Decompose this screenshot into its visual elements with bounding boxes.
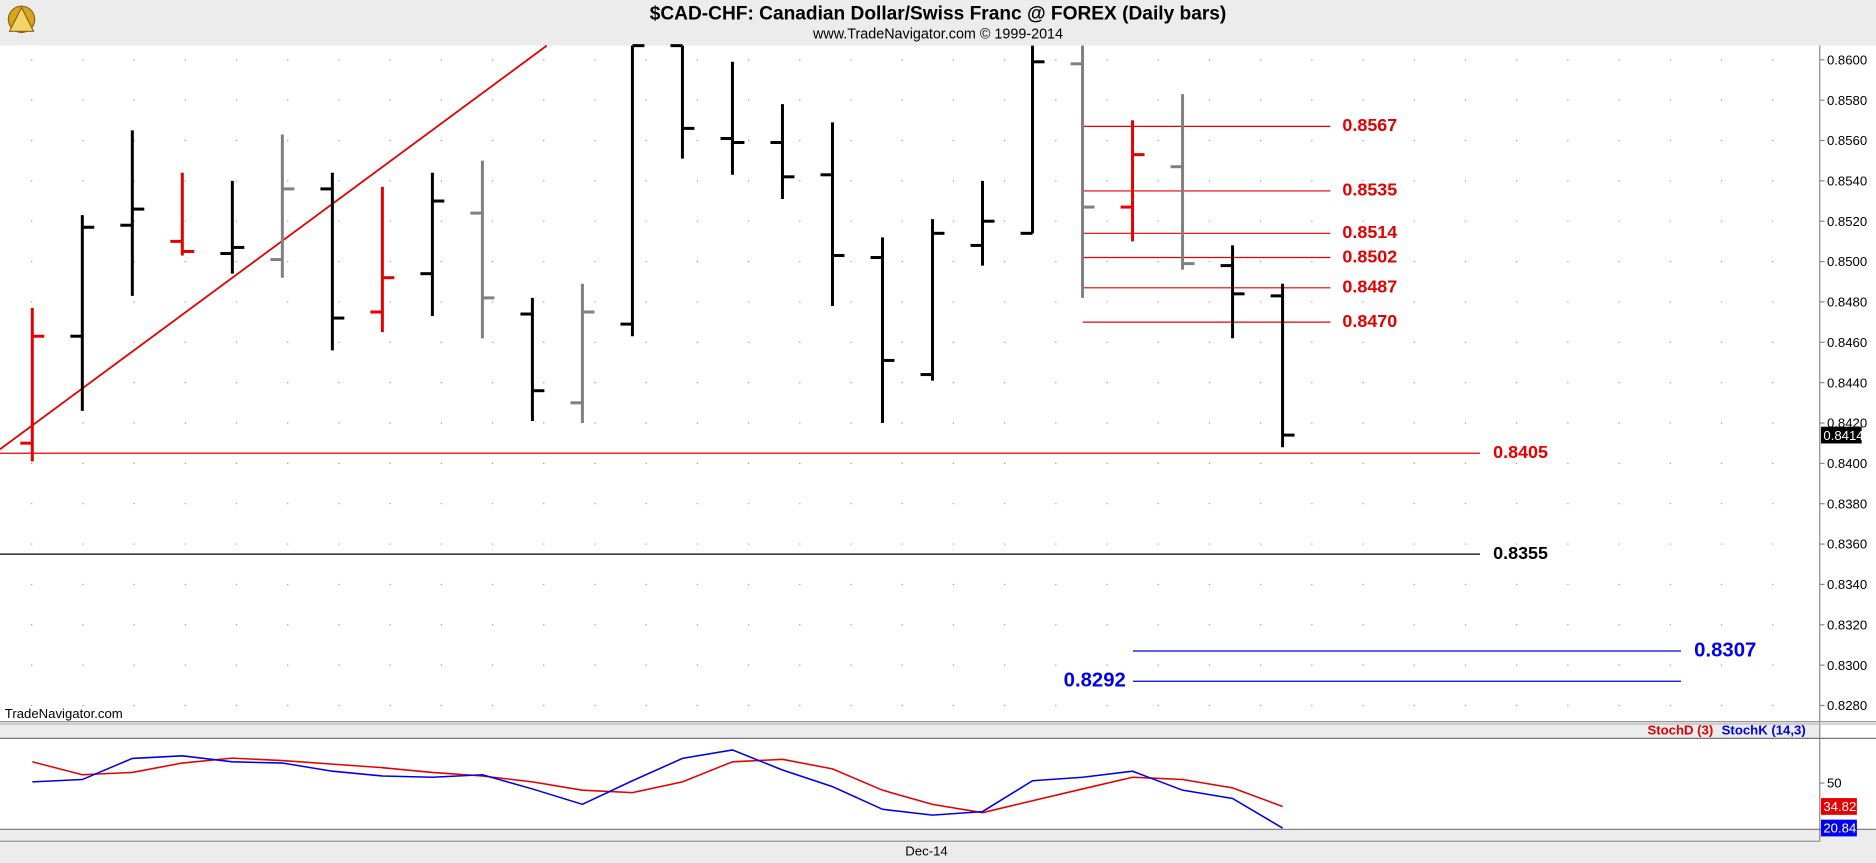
y-tick-label: 0.8380 bbox=[1827, 496, 1867, 511]
y-tick-label: 50 bbox=[1827, 776, 1842, 791]
last-price-box bbox=[1820, 426, 1862, 444]
title: $CAD-CHF: Canadian Dollar/Swiss Franc @ … bbox=[650, 4, 1227, 25]
y-tick-label: 0.8340 bbox=[1827, 577, 1867, 592]
level-label: 0.8502 bbox=[1342, 246, 1397, 266]
trendline bbox=[0, 44, 548, 450]
last-price-label: 0.8414 bbox=[1823, 428, 1863, 443]
y-tick-label: 0.8500 bbox=[1827, 254, 1867, 269]
level-label: 0.8307 bbox=[1694, 639, 1756, 661]
level-label: 0.8292 bbox=[1064, 670, 1126, 692]
stoch-panel bbox=[0, 738, 1820, 830]
y-tick-label: 0.8580 bbox=[1827, 93, 1867, 108]
y-tick-label: 0.8600 bbox=[1827, 52, 1867, 67]
last-value-box bbox=[1820, 798, 1857, 815]
watermark: TradeNavigator.com bbox=[5, 706, 123, 721]
last-value-box bbox=[1820, 819, 1857, 837]
level-label: 0.8470 bbox=[1342, 311, 1397, 331]
logo bbox=[7, 5, 36, 34]
level-label: 0.8355 bbox=[1493, 543, 1548, 563]
legend-entry: StochD (3) bbox=[1647, 723, 1713, 738]
level-label: 0.8535 bbox=[1342, 180, 1397, 200]
level-label: 0.8405 bbox=[1493, 442, 1548, 462]
y-tick-label: 0.8460 bbox=[1827, 335, 1867, 350]
stoch-line bbox=[32, 757, 1283, 814]
x-tick-label: Dec-14 bbox=[905, 844, 947, 859]
y-tick-label: 0.8540 bbox=[1827, 174, 1867, 189]
y-tick-label: 0.8320 bbox=[1827, 617, 1867, 632]
legend-entry: StochK (14,3) bbox=[1722, 723, 1806, 738]
stoch-line bbox=[32, 749, 1283, 829]
y-tick-label: 0.8560 bbox=[1827, 133, 1867, 148]
subtitle: www.TradeNavigator.com © 1999-2014 bbox=[812, 27, 1063, 43]
y-tick-label: 0.8400 bbox=[1827, 456, 1867, 471]
y-tick-label: 0.8520 bbox=[1827, 214, 1867, 229]
y-tick-label: 0.8300 bbox=[1827, 658, 1867, 673]
last-value-label: 34.82 bbox=[1823, 799, 1856, 814]
y-tick-label: 0.8440 bbox=[1827, 375, 1867, 390]
y-tick-label: 0.8480 bbox=[1827, 295, 1867, 310]
level-label: 0.8514 bbox=[1342, 222, 1397, 242]
level-label: 0.8487 bbox=[1342, 277, 1397, 297]
last-value-label: 20.84 bbox=[1823, 821, 1856, 836]
price-panel bbox=[0, 45, 1820, 722]
level-label: 0.8567 bbox=[1342, 115, 1397, 135]
y-tick-label: 0.8360 bbox=[1827, 537, 1867, 552]
y-tick-label: 0.8280 bbox=[1827, 698, 1867, 713]
